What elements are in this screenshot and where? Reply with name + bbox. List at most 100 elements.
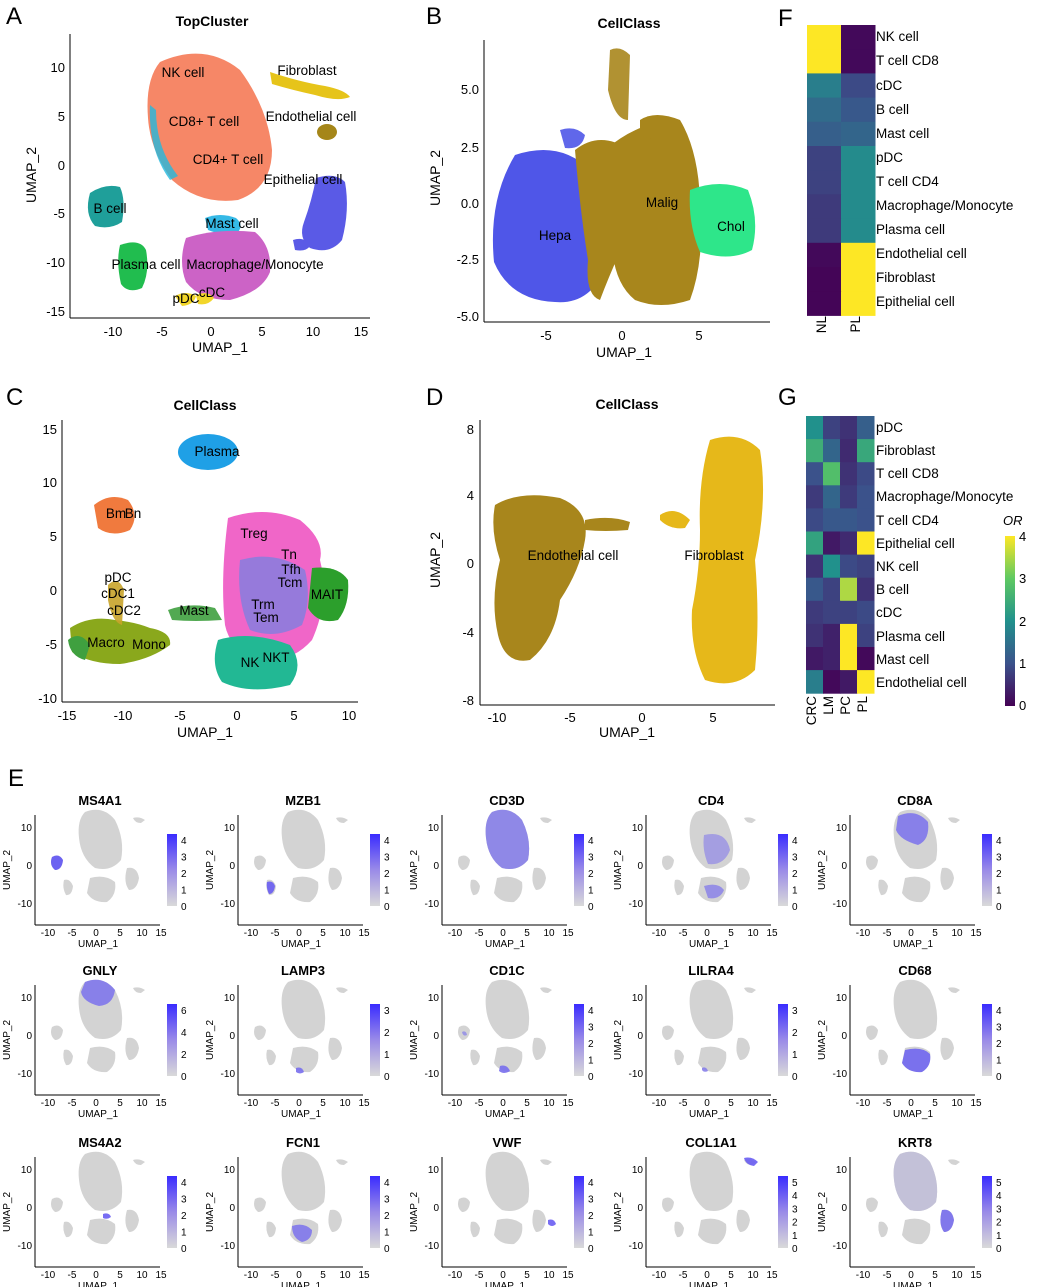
- feature-plot-xtick: -10: [856, 928, 871, 939]
- panel-c-x-ticks: -15 -10 -5 0 5 10: [58, 708, 357, 723]
- feature-plot-cell-cluster: [254, 1025, 266, 1040]
- panel-a-ytick: -5: [53, 206, 65, 221]
- feature-plot-colorbar-tick: 4: [181, 1028, 187, 1039]
- feature-plot-title: COL1A1: [685, 1135, 736, 1150]
- feature-plot-xlabel: UMAP_1: [485, 1281, 525, 1287]
- feature-plot-xtick: 5: [320, 1098, 326, 1109]
- panel-g-heatmap-cell: [857, 485, 875, 509]
- feature-plot-cell-cluster: [458, 855, 470, 870]
- panel-g-heatmap-cell: [823, 623, 841, 648]
- feature-plot-xtick: 5: [728, 1098, 734, 1109]
- panel-d-ytick: 4: [467, 488, 474, 503]
- feature-plot-xlabel: UMAP_1: [689, 1281, 729, 1287]
- panel-g-heatmap-cell: [823, 462, 841, 486]
- panel-a-label-nk-cell: NK cell: [162, 65, 205, 80]
- feature-plot-colorbar-tick: 0: [384, 1072, 390, 1083]
- feature-plot-colorbar: [370, 834, 380, 906]
- panel-a-label-cd8-t-cell: CD8+ T cell: [169, 114, 239, 129]
- feature-plot-colorbar: [778, 834, 788, 906]
- panel-f-row-label: Plasma cell: [876, 222, 945, 237]
- feature-plot-xlabel: UMAP_1: [281, 939, 321, 950]
- feature-plot-xtick: 0: [704, 928, 710, 939]
- feature-plot-cell-cluster: [133, 987, 145, 993]
- feature-plot-xtick: 15: [970, 1098, 982, 1109]
- panel-a-xtick: 0: [207, 324, 214, 339]
- feature-plot-colorbar: [982, 1004, 992, 1076]
- feature-plot-colorbar-tick: 4: [588, 1006, 594, 1017]
- panel-c-xtick: 0: [233, 708, 240, 723]
- feature-plot-ylabel: UMAP_2: [817, 1192, 828, 1232]
- panel-a-ytick: 10: [51, 60, 65, 75]
- panel-c-ytick: 5: [50, 529, 57, 544]
- panel-f-heatmap-cell: [841, 49, 876, 74]
- feature-plot-cell-cluster: [744, 817, 756, 823]
- feature-plot-cell-cluster: [689, 1151, 734, 1211]
- feature-plot-ytick: 10: [836, 823, 848, 834]
- panel-f-heatmap-cell: [807, 121, 842, 147]
- feature-plot-xtick: -10: [652, 1270, 667, 1281]
- panel-g-row-label: T cell CD4: [876, 513, 939, 528]
- feature-plot-ytick: 10: [428, 823, 440, 834]
- feature-plot-colorbar-tick: 3: [181, 1195, 187, 1206]
- panel-a-label-fibroblast: Fibroblast: [277, 63, 337, 78]
- panel-c-xtick: 5: [290, 708, 297, 723]
- feature-plot-xtick: 15: [358, 1098, 370, 1109]
- panel-letter-e: E: [8, 765, 24, 792]
- feature-plot-cell-cluster: [662, 1025, 674, 1040]
- panel-g-heatmap-cell: [823, 508, 841, 532]
- feature-plot-xtick: 10: [747, 1270, 759, 1281]
- feature-plot-expression: [81, 979, 115, 1006]
- feature-plot-colorbar-tick: 0: [792, 1072, 798, 1083]
- feature-plot-xtick: 10: [951, 1098, 963, 1109]
- panel-c-xlabel: UMAP_1: [177, 724, 233, 740]
- feature-plot-ylabel: UMAP_2: [613, 1020, 624, 1060]
- panel-b: B CellClass Hepa Malig Chol -5 0 5 5.0 2…: [426, 3, 770, 360]
- feature-plot-expression: [902, 1048, 931, 1073]
- panel-c-label-nkt: NKT: [263, 650, 290, 665]
- feature-plot-xtick: 0: [93, 1270, 99, 1281]
- feature-plot-ytick: 0: [433, 861, 439, 872]
- panel-a-label-plasma-cell: Plasma cell: [111, 257, 180, 272]
- panel-b-ytick: 5.0: [461, 82, 479, 97]
- feature-plot-xlabel: UMAP_1: [78, 939, 118, 950]
- panel-g-heatmap-cell: [857, 462, 875, 486]
- feature-plot-cell-cluster: [494, 1046, 523, 1073]
- feature-plot-colorbar-tick: 2: [384, 1211, 390, 1222]
- feature-plot-colorbar-tick: 0: [181, 902, 187, 913]
- panel-g-heatmap-cell: [840, 623, 858, 648]
- panel-c-points: [68, 434, 349, 690]
- feature-plot-cell-cluster: [866, 1197, 878, 1212]
- panel-g-heatmap-cell: [840, 647, 858, 671]
- feature-plot-xtick: 10: [136, 928, 148, 939]
- feature-plot-xtick: 15: [358, 1270, 370, 1281]
- panel-f-heatmap-cell: [841, 73, 876, 99]
- panel-b-points: [492, 48, 756, 305]
- panel-g-heatmap-cell: [840, 462, 858, 486]
- feature-plot-colorbar: [167, 834, 177, 906]
- panel-g-heatmap-cell: [857, 416, 875, 440]
- panel-f-heatmap-cell: [841, 194, 876, 220]
- panel-c-title: CellClass: [173, 397, 236, 413]
- feature-plot-colorbar: [167, 1176, 177, 1248]
- panel-g-heatmap-cell: [857, 647, 875, 671]
- feature-plot-ytick: 0: [433, 1031, 439, 1042]
- feature-plot-points: [458, 979, 552, 1073]
- feature-plot-xtick: -10: [244, 928, 259, 939]
- feature-plot-expression: [702, 1067, 708, 1072]
- feature-plot-ytick: 0: [841, 1031, 847, 1042]
- or-legend-tick: 1: [1019, 656, 1026, 671]
- feature-plot-colorbar-tick: 0: [996, 1072, 1002, 1083]
- feature-plot-colorbar-tick: 3: [792, 1204, 798, 1215]
- panel-b-xtick: 5: [695, 328, 702, 343]
- feature-plot-cell-cluster: [494, 876, 523, 903]
- panel-f-heatmap-cell: [807, 73, 842, 99]
- panel-g-heatmap-cell: [840, 485, 858, 509]
- feature-plot-xtick: 5: [524, 928, 530, 939]
- feature-plot-colorbar-tick: 4: [384, 1178, 390, 1189]
- panel-f-heatmap-cell: [841, 218, 876, 244]
- feature-plot-xtick: 15: [562, 1098, 574, 1109]
- feature-plot-points: [458, 1151, 556, 1245]
